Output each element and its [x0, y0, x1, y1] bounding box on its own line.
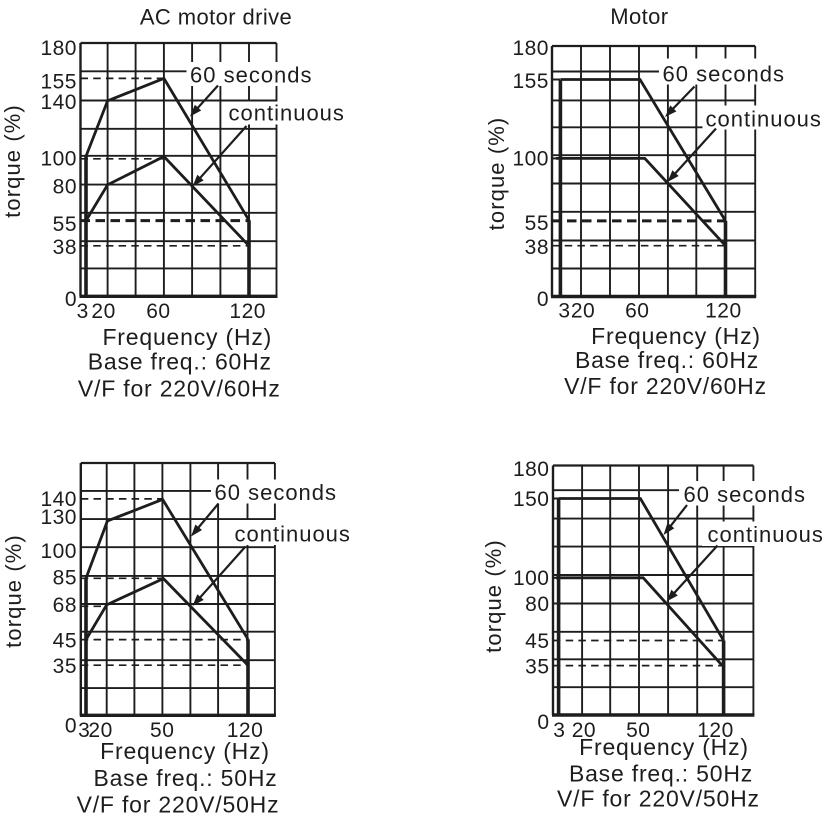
- svg-text:Base freq.: 50Hz: Base freq.: 50Hz: [93, 765, 277, 791]
- svg-text:continuous: continuous: [706, 107, 822, 132]
- svg-text:Motor: Motor: [610, 4, 668, 29]
- svg-text:60 seconds: 60 seconds: [190, 63, 313, 88]
- svg-text:0: 0: [537, 711, 549, 734]
- svg-text:45: 45: [53, 630, 77, 653]
- svg-text:100: 100: [40, 540, 77, 563]
- svg-text:155: 155: [512, 70, 549, 93]
- svg-text:Base freq.: 60Hz: Base freq.: 60Hz: [575, 347, 759, 373]
- svg-text:50: 50: [150, 719, 174, 742]
- svg-text:20: 20: [571, 300, 595, 323]
- svg-text:55: 55: [525, 212, 549, 235]
- svg-text:60: 60: [625, 300, 649, 323]
- svg-text:155: 155: [40, 71, 77, 94]
- svg-text:3: 3: [77, 300, 89, 323]
- svg-text:V/F for 220V/60Hz: V/F for 220V/60Hz: [78, 376, 281, 402]
- svg-text:Frequency (Hz): Frequency (Hz): [102, 324, 272, 350]
- svg-text:Base freq.: 60Hz: Base freq.: 60Hz: [88, 349, 272, 375]
- svg-text:Frequency (Hz): Frequency (Hz): [591, 323, 761, 349]
- svg-text:20: 20: [572, 719, 596, 742]
- svg-text:130: 130: [40, 506, 77, 529]
- svg-text:50: 50: [626, 719, 650, 742]
- svg-text:continuous: continuous: [229, 101, 345, 126]
- svg-text:3: 3: [78, 719, 90, 742]
- svg-text:torque (%): torque (%): [1, 534, 26, 648]
- svg-text:60 seconds: 60 seconds: [684, 482, 807, 507]
- svg-text:35: 35: [525, 656, 549, 679]
- svg-text:85: 85: [53, 567, 77, 590]
- svg-text:3: 3: [558, 300, 570, 323]
- svg-text:68: 68: [53, 594, 77, 617]
- svg-text:100: 100: [40, 147, 77, 170]
- svg-text:0: 0: [537, 288, 549, 311]
- svg-text:AC motor drive: AC motor drive: [140, 5, 292, 30]
- svg-text:80: 80: [525, 593, 549, 616]
- svg-text:torque (%): torque (%): [481, 539, 506, 653]
- svg-text:120: 120: [229, 300, 266, 323]
- svg-text:150: 150: [513, 488, 550, 511]
- svg-text:continuous: continuous: [708, 522, 824, 547]
- svg-text:60 seconds: 60 seconds: [215, 480, 338, 505]
- svg-text:45: 45: [525, 630, 549, 653]
- svg-text:0: 0: [65, 715, 77, 738]
- svg-text:V/F for 220V/50Hz: V/F for 220V/50Hz: [77, 791, 280, 817]
- svg-text:torque (%): torque (%): [0, 104, 25, 218]
- svg-text:Frequency (Hz): Frequency (Hz): [100, 738, 270, 764]
- svg-text:180: 180: [513, 458, 550, 481]
- svg-text:120: 120: [705, 300, 742, 323]
- svg-text:20: 20: [88, 719, 112, 742]
- svg-text:3: 3: [553, 719, 565, 742]
- svg-text:180: 180: [512, 37, 549, 60]
- svg-text:100: 100: [512, 147, 549, 170]
- svg-text:180: 180: [40, 37, 77, 60]
- svg-text:torque (%): torque (%): [484, 117, 509, 231]
- svg-text:100: 100: [513, 567, 550, 590]
- svg-text:0: 0: [65, 288, 77, 311]
- svg-text:20: 20: [91, 300, 115, 323]
- svg-text:38: 38: [53, 236, 77, 259]
- svg-text:120: 120: [697, 719, 734, 742]
- svg-text:60: 60: [146, 300, 170, 323]
- svg-text:35: 35: [53, 655, 77, 678]
- svg-text:140: 140: [40, 488, 77, 511]
- svg-text:80: 80: [53, 176, 77, 199]
- svg-text:continuous: continuous: [235, 522, 351, 547]
- svg-text:120: 120: [227, 719, 264, 742]
- svg-text:140: 140: [40, 91, 77, 114]
- svg-text:Base freq.: 50Hz: Base freq.: 50Hz: [569, 760, 753, 786]
- svg-text:60 seconds: 60 seconds: [663, 62, 786, 87]
- svg-text:Frequency (Hz): Frequency (Hz): [579, 734, 749, 760]
- svg-text:V/F for 220V/60Hz: V/F for 220V/60Hz: [564, 373, 767, 399]
- svg-text:V/F for 220V/50Hz: V/F for 220V/50Hz: [557, 786, 760, 812]
- svg-text:55: 55: [53, 213, 77, 236]
- svg-text:38: 38: [525, 236, 549, 259]
